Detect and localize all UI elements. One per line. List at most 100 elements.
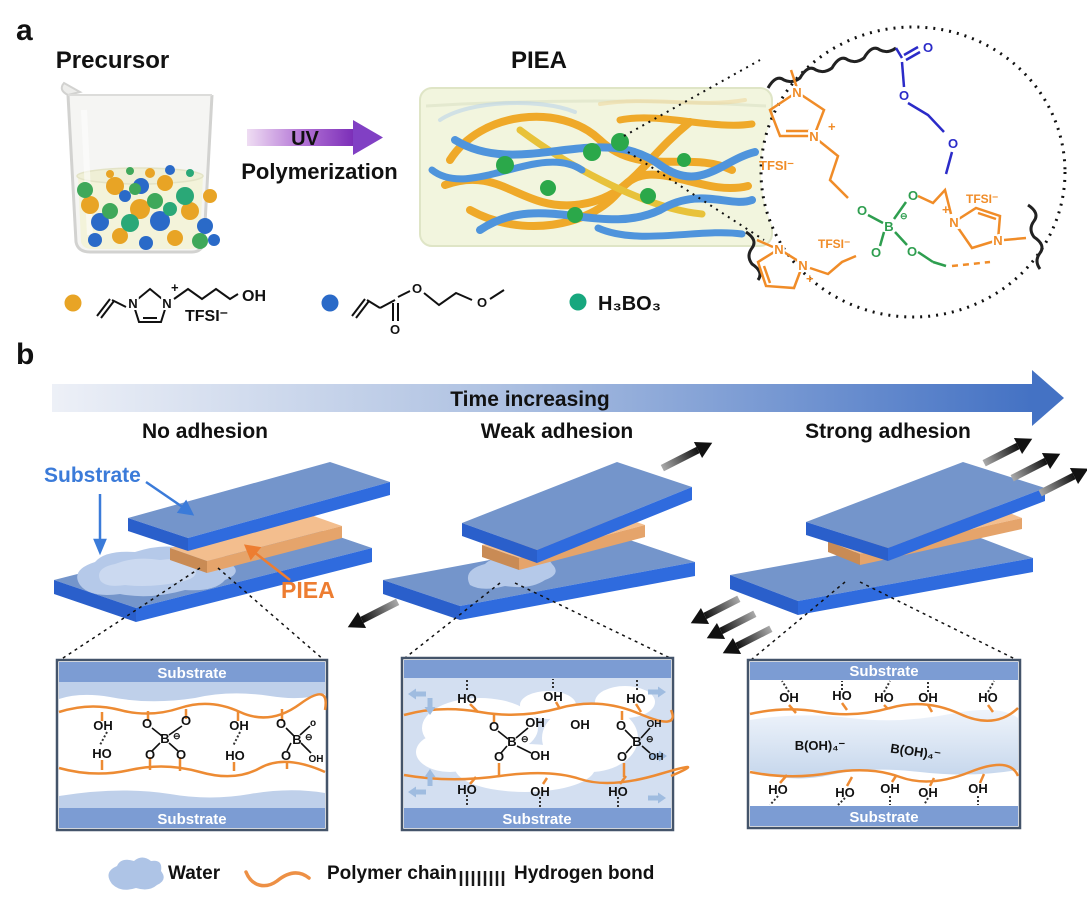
imidazolium-ring-3 [756,238,857,290]
top-oh-2: OH [543,689,563,704]
bottom-ho-2: HO [835,785,855,800]
zoom-connector-top [623,59,761,137]
borate-bonds [497,727,651,754]
uv-arrow: UV [247,120,383,155]
monomer1-tfsi: TFSI⁻ [185,308,228,325]
borate2-o-tl: O [276,716,286,731]
monomer2-o-ester: O [412,281,422,296]
borate2-oh-tr: OH [647,719,662,730]
bottom-ho-1: HO [457,782,477,797]
boric-acid-formula: H₃BO₃ [598,293,661,315]
stage3-slabs [730,462,1045,615]
borate1-b: B [507,734,516,749]
bottom-oh-5: OH [968,781,988,796]
water-flow-arrows [408,686,667,804]
ring3-n-plus: N [798,258,807,273]
ring2-n-plus: N [949,215,958,230]
borate2-o-bl: O [617,749,627,764]
water-blob-icon [108,857,164,890]
inset3-substrate-bottom: Substrate [849,809,918,826]
borate2-o-tr: o [310,718,316,729]
top-ho-3: HO [874,690,894,705]
ring2-plus: + [942,202,950,217]
borate2-o-tl: O [616,718,626,733]
blue-monomer-dot [321,294,339,312]
monomer2-o-ether: O [477,295,487,310]
borate-bonds [867,187,953,268]
ring3-plus: + [806,271,814,286]
borate1-o-tl: O [142,716,152,731]
borate1-o-bl: O [145,747,155,762]
polymer-chains [58,693,327,778]
piea-title: PIEA [510,47,567,74]
oh-group: OH [229,718,249,733]
free-oh: OH [570,717,590,732]
borate-ion-1: B(OH)₄⁻ [795,738,846,753]
zoom-connector-bottom [627,151,765,241]
borate1-oh-br: OH [530,748,550,763]
top-ho-1: HO [457,691,477,706]
inset1-substrate-bottom: Substrate [157,811,226,828]
polymer-chains [403,701,690,785]
hydrogen-bond-hatches [466,679,638,807]
hydrated-interlayer [750,709,1018,779]
oh-group: OH [93,718,113,733]
borate1-o-tr: O [181,713,191,728]
legend-polymer-chain-label: Polymer chain [327,863,457,884]
figure-legend-icons [108,857,505,890]
borate1-minus: ⊖ [173,731,181,741]
inset-weak-adhesion: Substrate [400,656,690,832]
borate-o-tl: O [857,203,867,218]
stage-weak-adhesion-title: Weak adhesion [480,420,634,443]
top-ho-5: HO [978,690,998,705]
bottom-ho-1: HO [768,782,788,797]
imidazolium-ring-1 [768,69,849,199]
borate-o-br: O [907,244,917,259]
hydrogen-bond-hatches [99,731,241,747]
bottom-oh-2: OH [530,784,550,799]
borate2-b: B [632,734,641,749]
polymerization-label: Polymerization [241,159,398,184]
borate-b: B [884,219,893,234]
ring1-plus: + [828,119,836,134]
bottom-oh-3: OH [880,781,900,796]
ester-o: O [899,88,909,103]
stage3-pull-arrows [690,437,1087,655]
tfsi-left: TFSI⁻ [759,158,794,173]
acrylate-ester-bonds [894,45,954,175]
borate1-o-br: O [176,747,186,762]
hydrogen-bond-hatches [769,680,995,806]
borate-ion-2: B(OH)₄⁻ [890,741,942,763]
borate1-minus: ⊖ [521,734,529,744]
borate-crosslink-bonds [151,725,312,754]
water-gaps [416,686,655,792]
monomer1-n-left: N [128,296,137,311]
substrate-pointer-arrows [93,480,195,556]
monomer1-n-right: N [162,296,171,311]
chemical-zoom-inset: O O O N N + TFSI⁻ O O B ⊖ O O [745,25,1067,319]
piea-block [419,87,773,247]
borate-o-bl: O [871,245,881,260]
legend-water-label: Water [168,863,221,884]
monomer-droplets [77,165,220,250]
ho-group: HO [225,748,245,763]
precursor-title: Precursor [55,47,170,74]
borate1-b: B [160,731,169,746]
boron-nodes [496,133,691,223]
green-monomer-dot [569,293,587,311]
inset1-substrate-top: Substrate [157,665,226,682]
bottom-ho-3: HO [608,784,628,799]
bottom-oh-4: OH [918,785,938,800]
ring1-n-plus: N [809,129,818,144]
top-ho-3: HO [626,691,646,706]
borate2-b: B [292,732,301,747]
tfsi-right: TFSI⁻ [966,192,998,206]
ring2-n: N [993,233,1002,248]
borate-o-tr: O [908,188,918,203]
acrylate-monomer-structure [351,289,505,321]
top-oh-4: OH [918,690,938,705]
piea-pointer-arrow [243,544,291,581]
borate2-oh-br: OH [309,754,324,765]
